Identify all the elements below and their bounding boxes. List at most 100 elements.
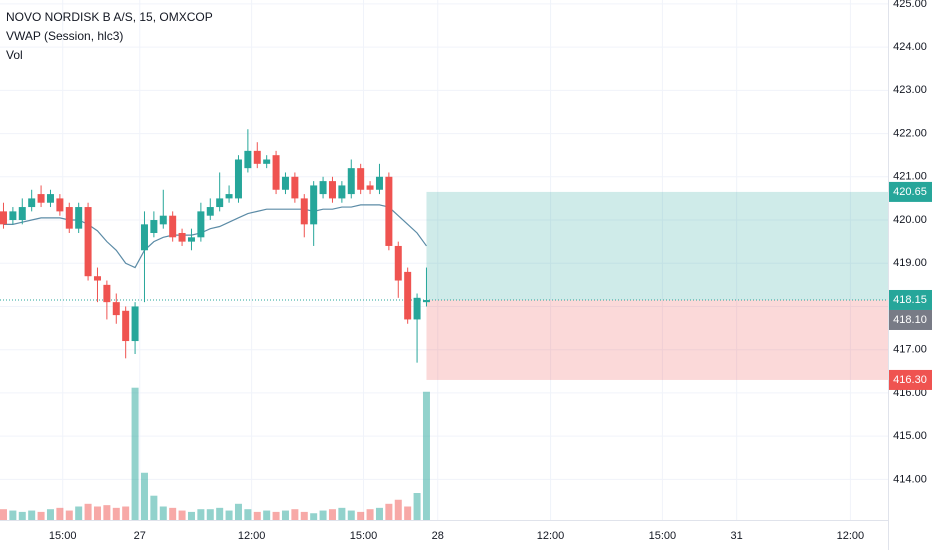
- candle-body: [197, 211, 205, 238]
- volume-bar: [103, 505, 111, 520]
- volume-bar: [375, 507, 383, 520]
- candle-body: [404, 271, 412, 320]
- target-tag: [889, 181, 932, 202]
- volume-bar: [385, 503, 393, 520]
- volume-bar: [159, 506, 167, 520]
- y-tick-label: 420.00: [893, 214, 927, 226]
- volume-bar: [394, 499, 402, 520]
- candle-body: [291, 176, 299, 199]
- volume-bar: [112, 507, 120, 520]
- volume-bar: [169, 507, 177, 520]
- candle-body: [422, 299, 430, 303]
- candle-body: [46, 194, 54, 203]
- volume-bar: [291, 509, 299, 520]
- volume-bar: [225, 510, 233, 520]
- candle-body: [37, 194, 45, 203]
- volume-bar: [197, 509, 205, 520]
- stop-tag-label: 416.30: [893, 374, 927, 386]
- candle-body: [366, 185, 374, 190]
- volume-bar: [65, 510, 73, 520]
- volume-bar: [216, 507, 224, 520]
- candle-body: [84, 207, 92, 277]
- candle-body: [0, 211, 7, 225]
- volume-bar: [253, 511, 261, 520]
- candle-body: [18, 207, 26, 221]
- volume-bar: [404, 506, 412, 520]
- y-tick-label: 425.00: [893, 0, 927, 10]
- x-tick-label: 12:00: [238, 530, 266, 542]
- x-tick-label: 15:00: [649, 530, 677, 542]
- volume-bar: [272, 511, 280, 520]
- indicator-label: Vol: [6, 48, 23, 62]
- candle-body: [178, 232, 186, 242]
- volume-bar: [37, 511, 45, 520]
- candle-body: [328, 181, 336, 199]
- candle-body: [272, 155, 280, 190]
- y-tick-label: 423.00: [893, 84, 927, 96]
- chart-title: NOVO NORDISK B A/S, 15, OMXCOP: [6, 10, 213, 24]
- volume-bar: [338, 507, 346, 520]
- x-tick-label: 15:00: [350, 530, 378, 542]
- candle-body: [75, 207, 83, 229]
- volume-bar: [56, 507, 64, 520]
- candle-body: [347, 168, 355, 195]
- candle-body: [159, 215, 167, 225]
- y-tick-label: 421.00: [893, 171, 927, 183]
- candle-body: [234, 159, 242, 199]
- candle-body: [338, 185, 346, 199]
- volume-bar: [413, 493, 421, 520]
- x-tick-label: 31: [731, 530, 743, 542]
- candle-body: [394, 245, 402, 281]
- y-tick-label: 417.00: [893, 344, 927, 356]
- candle-body: [56, 198, 64, 212]
- volume-bar: [319, 510, 327, 520]
- candle-body: [169, 215, 177, 238]
- x-tick-label: 12:00: [837, 530, 865, 542]
- volume-bar: [422, 391, 430, 520]
- candle-body: [413, 297, 421, 320]
- candle-body: [150, 220, 158, 233]
- volume-bar: [140, 472, 148, 520]
- candle-body: [281, 176, 289, 190]
- last-price-tag: [889, 309, 932, 330]
- x-tick-label: 28: [432, 530, 444, 542]
- volume-bar: [84, 503, 92, 520]
- x-tick-label: 12:00: [537, 530, 565, 542]
- volume-bar: [178, 510, 186, 520]
- y-tick-label: 424.00: [893, 41, 927, 53]
- volume-bar: [366, 509, 374, 520]
- volume-bar: [206, 509, 214, 520]
- volume-bar: [263, 510, 271, 520]
- volume-bar: [347, 510, 355, 520]
- y-tick-label: 415.00: [893, 430, 927, 442]
- candle-body: [112, 302, 120, 316]
- candle-body: [122, 310, 130, 342]
- candle-body: [206, 207, 214, 216]
- plot-layer: [0, 0, 888, 520]
- volume-bar: [357, 511, 365, 520]
- candle-body: [216, 198, 224, 208]
- candle-body: [103, 284, 111, 303]
- candle-body: [319, 181, 327, 195]
- volume-bar: [150, 495, 158, 520]
- candle-body: [187, 237, 195, 242]
- target-tag-label: 420.65: [893, 186, 927, 198]
- volume-bar: [131, 387, 139, 520]
- volume-bar: [300, 511, 308, 520]
- candle-body: [9, 211, 17, 221]
- entry-tag-label: 418.15: [893, 294, 927, 306]
- volume-bar: [244, 509, 252, 520]
- candle-body: [263, 159, 271, 164]
- volume-bar: [310, 513, 318, 520]
- x-tick-label: 27: [134, 530, 146, 542]
- volume-bar: [234, 503, 242, 520]
- volume-bar: [187, 511, 195, 520]
- candle-body: [28, 198, 36, 208]
- candle-body: [375, 176, 383, 190]
- candle-body: [300, 198, 308, 225]
- candle-body: [131, 306, 139, 342]
- profit-zone: [426, 191, 888, 300]
- entry-tag: [889, 289, 932, 310]
- candle-body: [253, 150, 261, 164]
